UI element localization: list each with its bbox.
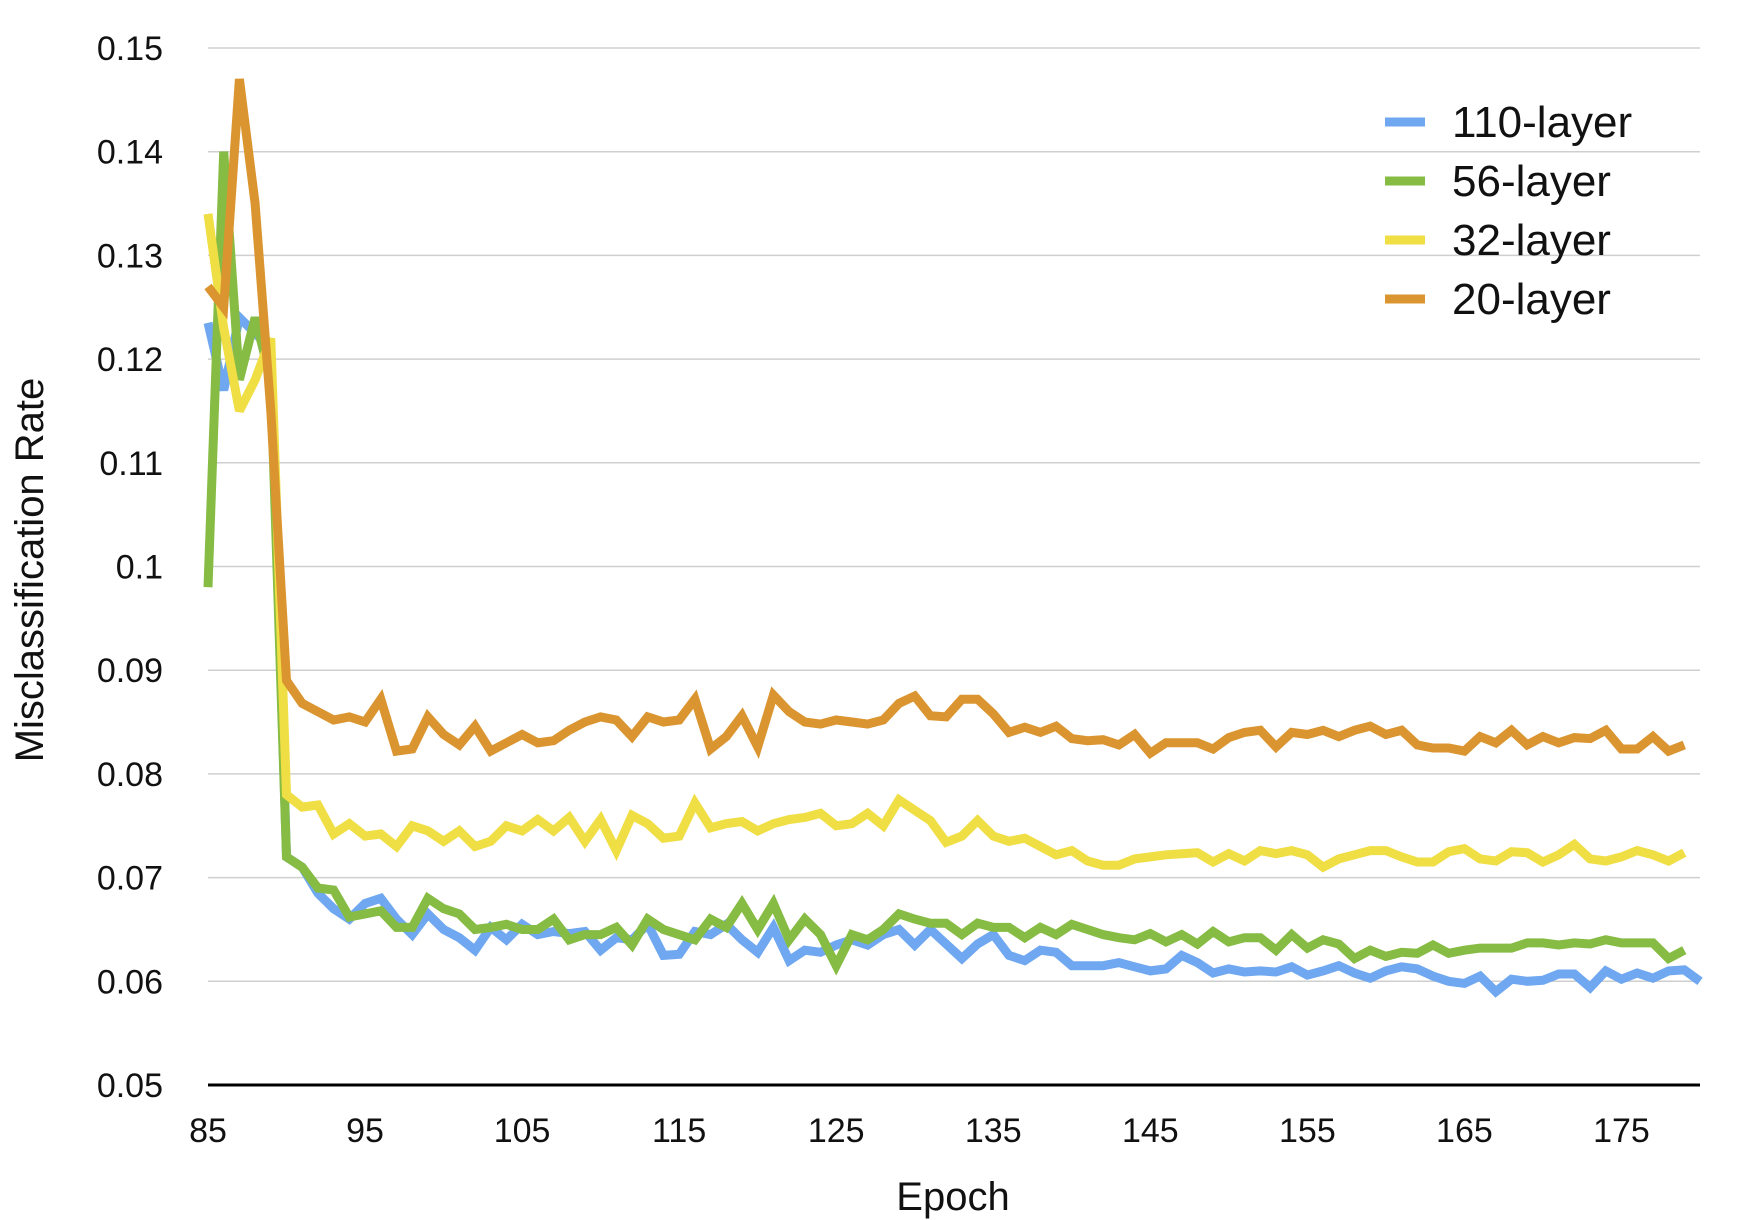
legend-label: 32-layer xyxy=(1452,216,1611,265)
x-tick-label: 85 xyxy=(189,1112,227,1150)
series-line-20-layer xyxy=(204,78,1686,760)
y-tick-label: 0.14 xyxy=(97,134,163,172)
y-tick-label: 0.09 xyxy=(97,652,163,690)
gridlines xyxy=(208,47,1700,983)
series-line-56-layer xyxy=(203,151,1687,976)
x-tick-label: 105 xyxy=(494,1112,551,1150)
x-tick-label: 175 xyxy=(1593,1112,1650,1150)
y-tick-label: 0.15 xyxy=(97,30,163,68)
y-tick-labels: 0.05 0.06 0.07 0.08 0.09 0.1 0.11 0.12 0.13 0.14 0… xyxy=(97,30,163,1105)
series-line-110-layer xyxy=(203,308,1703,998)
y-tick-label: 0.12 xyxy=(97,341,163,379)
x-tick-label: 115 xyxy=(652,1112,706,1150)
legend-label: 56-layer xyxy=(1452,157,1611,206)
x-tick-label: 135 xyxy=(965,1112,1022,1150)
legend: 110-layer 56-layer 32-layer 20-layer xyxy=(1385,98,1632,324)
x-tick-label: 145 xyxy=(1122,1112,1179,1150)
y-tick-label: 0.05 xyxy=(97,1067,163,1105)
x-tick-label: 155 xyxy=(1279,1112,1336,1150)
x-tick-label: 95 xyxy=(346,1112,384,1150)
x-tick-label: 165 xyxy=(1436,1112,1493,1150)
x-axis-label: Epoch xyxy=(896,1175,1009,1219)
y-tick-label: 0.08 xyxy=(97,756,163,794)
x-tick-labels: 85 95 105 115 125 135 145 155 165 175 xyxy=(189,1112,1650,1150)
y-tick-label: 0.11 xyxy=(99,445,163,483)
y-axis-label: Misclassification Rate xyxy=(8,378,52,763)
series-line-32-layer xyxy=(203,213,1687,873)
legend-label: 20-layer xyxy=(1452,275,1611,324)
legend-label: 110-layer xyxy=(1452,98,1632,147)
x-tick-label: 125 xyxy=(808,1112,865,1150)
y-tick-label: 0.13 xyxy=(97,237,163,275)
y-tick-label: 0.06 xyxy=(97,963,163,1001)
y-tick-label: 0.1 xyxy=(116,549,163,587)
y-tick-label: 0.07 xyxy=(97,860,163,898)
series-lines xyxy=(203,78,1703,998)
